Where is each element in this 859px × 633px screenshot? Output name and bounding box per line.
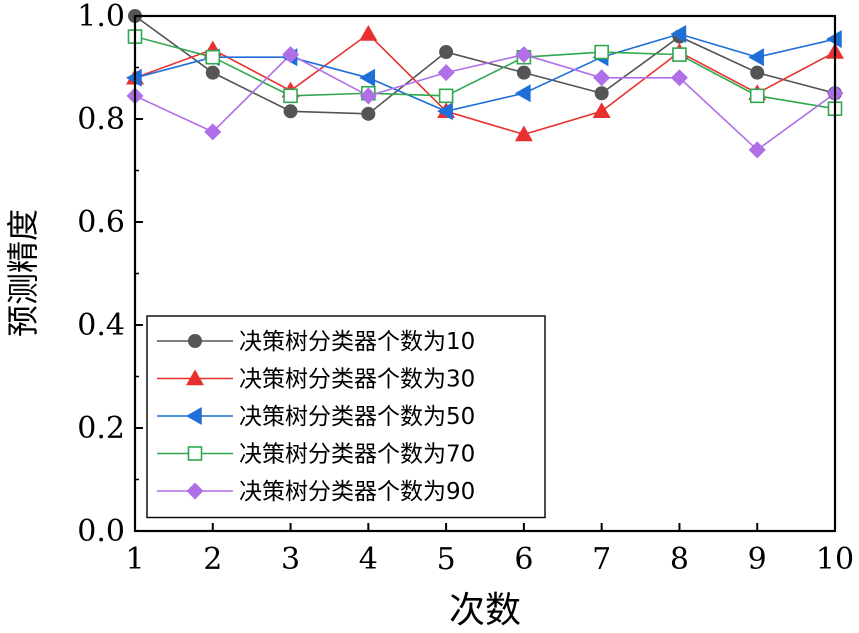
data-point-s3-x5 bbox=[437, 102, 453, 121]
x-tick-label: 8 bbox=[670, 542, 689, 577]
data-point-s3-x6 bbox=[514, 84, 531, 103]
axes: 0.0 0.2 0.4 0.6 0.8 1.0 1 2 3 4 5 6 7 8 9 10 bbox=[77, 0, 854, 577]
data-point-s1-x6 bbox=[516, 65, 531, 80]
data-point-s3-x8 bbox=[670, 25, 687, 44]
data-point-s1-x9 bbox=[750, 65, 765, 80]
legend: 决策树分类器个数为10 决策树分类器个数为30 决策树分类器个数为50 决策树分类器个… bbox=[146, 315, 546, 519]
data-point-s4-x7 bbox=[594, 44, 609, 60]
data-point-s3-x4 bbox=[359, 68, 376, 87]
data-point-s3-x1 bbox=[126, 68, 142, 87]
y-tick-label: 0.4 bbox=[77, 308, 125, 343]
x-tick-label: 5 bbox=[437, 542, 456, 577]
x-axis-title: 次数 bbox=[449, 590, 521, 631]
legend-marker-1 bbox=[188, 334, 202, 348]
data-point-s2-x4 bbox=[359, 25, 378, 41]
legend-marker-3 bbox=[186, 407, 202, 425]
x-tick-label: 1 bbox=[125, 542, 144, 577]
data-point-s4-x5 bbox=[438, 88, 454, 104]
data-point-s5-x3 bbox=[282, 46, 300, 64]
data-point-s5-x2 bbox=[204, 123, 222, 141]
legend-marker-5 bbox=[186, 482, 204, 500]
legend-label-4: 决策树分类器个数为70 bbox=[239, 442, 475, 468]
y-tick-label: 0.6 bbox=[77, 205, 125, 240]
data-point-s5-x7 bbox=[593, 69, 611, 87]
y-tick-label: 0.2 bbox=[77, 411, 125, 446]
data-point-s2-x6 bbox=[514, 125, 533, 142]
data-point-s5-x8 bbox=[670, 69, 688, 87]
x-tick-label: 10 bbox=[816, 542, 854, 577]
x-tick-label: 3 bbox=[281, 542, 300, 577]
y-tick-label: 0.0 bbox=[77, 514, 125, 549]
data-point-s5-x5 bbox=[437, 64, 455, 82]
data-point-s1-x5 bbox=[439, 45, 454, 60]
legend-marker-4 bbox=[187, 446, 203, 461]
data-point-s1-x2 bbox=[205, 65, 220, 80]
x-tick-label: 2 bbox=[203, 542, 222, 577]
data-point-s3-x9 bbox=[748, 48, 764, 67]
legend-marker-2 bbox=[186, 369, 204, 386]
legend-label-5: 决策树分类器个数为90 bbox=[239, 479, 475, 505]
legend-label-1: 决策树分类器个数为10 bbox=[239, 329, 475, 355]
data-point-s5-x6 bbox=[515, 46, 533, 64]
series-line-1 bbox=[135, 16, 835, 115]
data-point-s5-x4 bbox=[359, 87, 377, 105]
series-layer bbox=[135, 16, 835, 151]
data-point-s5-x9 bbox=[748, 141, 766, 159]
y-tick-label: 0.8 bbox=[77, 102, 125, 137]
data-point-s1-x3 bbox=[283, 104, 298, 119]
x-tick-label: 4 bbox=[359, 542, 378, 577]
data-point-s2-x7 bbox=[592, 102, 611, 119]
legend-label-2: 决策树分类器个数为30 bbox=[239, 367, 475, 393]
data-point-s4-x8 bbox=[672, 47, 687, 62]
data-point-s3-x10 bbox=[826, 30, 842, 49]
x-tick-label: 6 bbox=[514, 542, 533, 577]
x-tick-label: 9 bbox=[748, 542, 767, 577]
x-tick-label: 7 bbox=[592, 542, 611, 577]
data-point-s1-x4 bbox=[361, 106, 376, 121]
data-point-s4-x9 bbox=[749, 88, 765, 104]
y-tick-label: 1.0 bbox=[77, 0, 125, 34]
data-point-s4-x2 bbox=[205, 49, 221, 65]
data-point-s1-x7 bbox=[594, 86, 609, 101]
series-line-2 bbox=[135, 32, 835, 136]
series-line-3 bbox=[135, 33, 835, 113]
series-line-4 bbox=[135, 35, 835, 110]
legend-label-3: 决策树分类器个数为50 bbox=[239, 404, 475, 430]
data-point-s4-x3 bbox=[283, 88, 298, 104]
y-axis-title: 预测精度 bbox=[4, 209, 42, 337]
series-line-5 bbox=[135, 53, 835, 151]
